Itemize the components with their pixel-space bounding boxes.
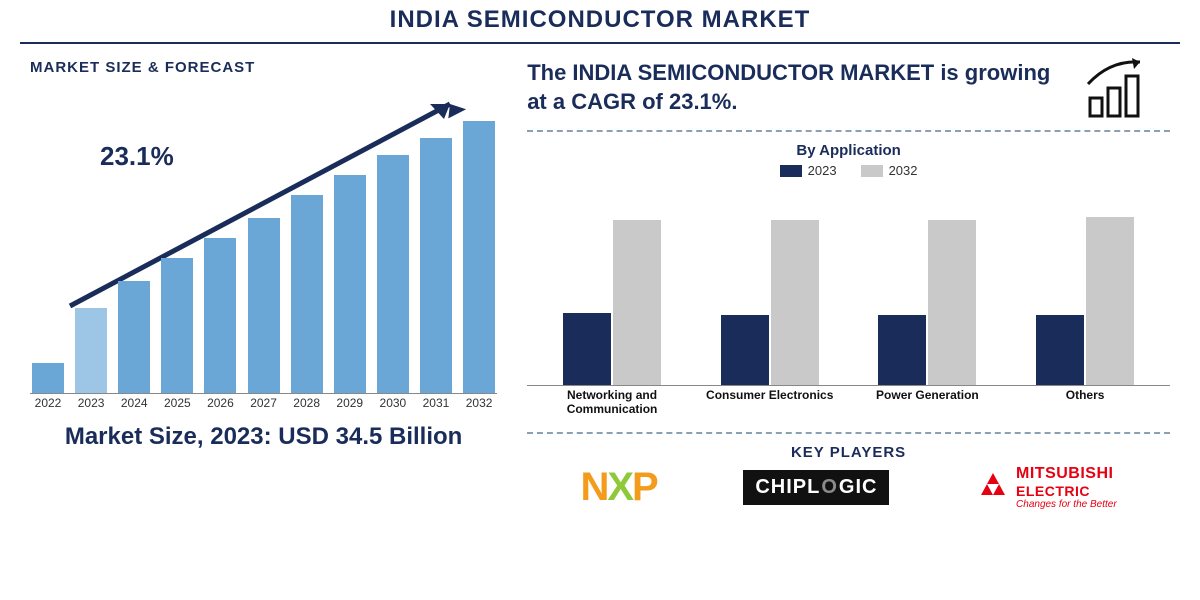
headline-text: The INDIA SEMICONDUCTOR MARKET is growin… bbox=[527, 59, 1170, 116]
forecast-year-label: 2028 bbox=[287, 393, 327, 410]
forecast-bar bbox=[334, 175, 366, 393]
left-panel: MARKET SIZE & FORECAST 23.1% 20222023202… bbox=[20, 44, 507, 594]
nxp-p: P bbox=[632, 465, 657, 510]
legend-label-2032: 2032 bbox=[889, 163, 918, 178]
legend-swatch-2032 bbox=[861, 165, 883, 177]
app-chart: Networking and Communication Consumer Ele… bbox=[527, 186, 1170, 386]
nxp-x: X bbox=[607, 465, 632, 510]
forecast-bar bbox=[291, 195, 323, 393]
forecast-bar-wrap: 2027 bbox=[248, 218, 280, 393]
legend-label-2023: 2023 bbox=[808, 163, 837, 178]
chiplogic-o: O bbox=[821, 476, 838, 499]
logo-mitsubishi: MITSUBISHI ELECTRIC Changes for the Bett… bbox=[976, 465, 1117, 510]
forecast-bar-wrap: 2029 bbox=[334, 175, 366, 393]
app-group-label: Others bbox=[1015, 385, 1155, 403]
forecast-bar bbox=[420, 138, 452, 393]
dashed-divider-2 bbox=[527, 432, 1170, 434]
forecast-bar bbox=[248, 218, 280, 393]
forecast-section-title: MARKET SIZE & FORECAST bbox=[30, 59, 497, 76]
forecast-bar bbox=[377, 155, 409, 393]
nxp-n: N bbox=[580, 465, 607, 510]
app-bar-2032 bbox=[928, 220, 976, 385]
forecast-year-label: 2030 bbox=[373, 393, 413, 410]
logos-row: NXP CHIPLOGIC MITSUBISHI ELECTRIC Change… bbox=[527, 465, 1170, 510]
forecast-bar-wrap: 2024 bbox=[118, 281, 150, 393]
forecast-bar-wrap: 2028 bbox=[291, 195, 323, 393]
forecast-year-label: 2022 bbox=[28, 393, 68, 410]
app-bar-2032 bbox=[613, 220, 661, 385]
forecast-year-label: 2029 bbox=[330, 393, 370, 410]
forecast-bar bbox=[161, 258, 193, 393]
forecast-bar bbox=[75, 308, 107, 393]
forecast-bar-wrap: 2025 bbox=[161, 258, 193, 393]
app-bar-group: Consumer Electronics bbox=[715, 220, 825, 385]
app-bar-2032 bbox=[771, 220, 819, 385]
forecast-bar bbox=[463, 121, 495, 393]
mitsubishi-icon bbox=[976, 471, 1010, 505]
chiplogic-chip: CHIP bbox=[755, 476, 807, 499]
forecast-chart: 23.1% 2022202320242025202620272028202920… bbox=[30, 86, 497, 416]
app-group-label: Power Generation bbox=[857, 385, 997, 403]
dashed-divider-1 bbox=[527, 130, 1170, 132]
forecast-bars: 2022 2023 2024 2025 2026 2027 2028 2029 2030 2031… bbox=[30, 114, 497, 394]
app-bar-2023 bbox=[1036, 315, 1084, 385]
growth-chart-icon bbox=[1080, 54, 1160, 124]
mitsubishi-line1: MITSUBISHI bbox=[1016, 465, 1117, 483]
forecast-bar-wrap: 2031 bbox=[420, 138, 452, 393]
app-chart-title: By Application bbox=[527, 142, 1170, 159]
chiplogic-l: L bbox=[807, 476, 820, 499]
app-bar-2023 bbox=[563, 313, 611, 385]
app-bar-group: Power Generation bbox=[872, 220, 982, 385]
title-bar: INDIA SEMICONDUCTOR MARKET bbox=[20, 0, 1180, 44]
mitsubishi-text: MITSUBISHI ELECTRIC Changes for the Bett… bbox=[1016, 465, 1117, 510]
mitsubishi-tagline: Changes for the Better bbox=[1016, 499, 1117, 510]
forecast-year-label: 2031 bbox=[416, 393, 456, 410]
logo-nxp: NXP bbox=[580, 465, 656, 510]
forecast-bar-wrap: 2026 bbox=[204, 238, 236, 393]
headline-bold: INDIA SEMICONDUCTOR MARKET bbox=[572, 60, 934, 85]
logo-chiplogic: CHIPLOGIC bbox=[743, 470, 889, 505]
legend-swatch-2023 bbox=[780, 165, 802, 177]
forecast-year-label: 2027 bbox=[244, 393, 284, 410]
forecast-year-label: 2023 bbox=[71, 393, 111, 410]
forecast-year-label: 2025 bbox=[157, 393, 197, 410]
main-row: MARKET SIZE & FORECAST 23.1% 20222023202… bbox=[0, 44, 1200, 594]
page-title: INDIA SEMICONDUCTOR MARKET bbox=[20, 6, 1180, 34]
forecast-year-label: 2024 bbox=[114, 393, 154, 410]
app-bar-2032 bbox=[1086, 217, 1134, 385]
market-size-text: Market Size, 2023: USD 34.5 Billion bbox=[30, 422, 497, 452]
app-bar-group: Networking and Communication bbox=[557, 220, 667, 385]
legend-item-2032: 2032 bbox=[861, 163, 918, 178]
forecast-bar-wrap: 2032 bbox=[463, 121, 495, 393]
chiplogic-gic: GIC bbox=[839, 476, 878, 499]
app-group-label: Networking and Communication bbox=[542, 385, 682, 417]
app-bar-group: Others bbox=[1030, 217, 1140, 385]
app-group-label: Consumer Electronics bbox=[700, 385, 840, 403]
headline-prefix: The bbox=[527, 60, 572, 85]
forecast-bar bbox=[32, 363, 64, 393]
app-bar-2023 bbox=[721, 315, 769, 385]
forecast-bar-wrap: 2030 bbox=[377, 155, 409, 393]
forecast-year-label: 2032 bbox=[459, 393, 499, 410]
app-bar-2023 bbox=[878, 315, 926, 385]
forecast-bar-wrap: 2022 bbox=[32, 363, 64, 393]
forecast-bar bbox=[118, 281, 150, 393]
forecast-bar-wrap: 2023 bbox=[75, 308, 107, 393]
right-panel: The INDIA SEMICONDUCTOR MARKET is growin… bbox=[507, 44, 1180, 594]
forecast-bar bbox=[204, 238, 236, 393]
key-players-title: KEY PLAYERS bbox=[527, 444, 1170, 461]
legend-item-2023: 2023 bbox=[780, 163, 837, 178]
infographic-container: INDIA SEMICONDUCTOR MARKET MARKET SIZE &… bbox=[0, 0, 1200, 600]
mitsubishi-line2: ELECTRIC bbox=[1016, 483, 1117, 499]
app-chart-legend: 2023 2032 bbox=[527, 163, 1170, 178]
forecast-year-label: 2026 bbox=[200, 393, 240, 410]
